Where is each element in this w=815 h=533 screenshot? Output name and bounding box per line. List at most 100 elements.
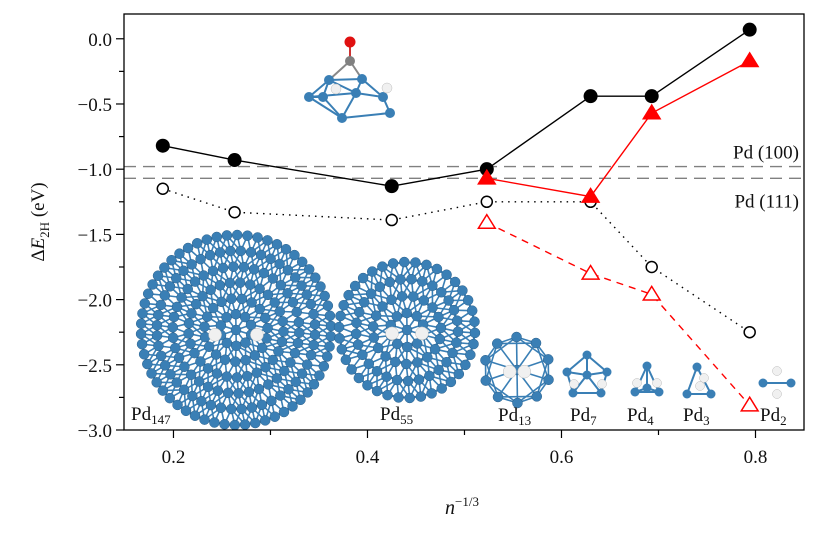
pd-atom — [304, 264, 314, 274]
y-axis-label: ΔE2H (eV) — [28, 182, 52, 261]
pd-atom — [179, 385, 189, 395]
pd-atom — [444, 296, 454, 306]
pd-atom — [156, 351, 166, 361]
pd-atom — [212, 369, 222, 379]
pd-atom — [183, 243, 193, 253]
h-atom — [518, 365, 531, 378]
pd-atom — [172, 302, 182, 312]
h-atom — [773, 367, 782, 376]
y-tick-label: −0.5 — [78, 95, 112, 116]
pd-atom — [241, 355, 251, 365]
pd-atom — [315, 282, 325, 292]
pd147-cluster — [136, 230, 336, 430]
pd-atom — [693, 363, 702, 372]
pd-atom — [347, 364, 357, 374]
pd-atom — [263, 290, 273, 300]
pd-atom — [266, 396, 276, 406]
pd-atom — [399, 257, 409, 267]
pd-atom — [257, 400, 267, 410]
pd-atom — [231, 325, 241, 335]
pd-atom — [223, 388, 233, 398]
label-subscript: 2 — [780, 413, 787, 428]
pd-atom — [277, 337, 287, 347]
pd-atom — [183, 284, 193, 294]
pd-atom — [192, 238, 202, 248]
pd-atom — [208, 266, 218, 276]
pd-atom — [209, 418, 219, 428]
pd-atom — [457, 286, 467, 296]
pd-atom — [448, 348, 458, 358]
pd-atom — [281, 244, 291, 254]
pd-atom — [452, 316, 462, 326]
x-tick-label: 0.2 — [162, 447, 186, 468]
pd-atom — [270, 298, 280, 308]
pd-atom — [470, 328, 480, 338]
pd-atom — [325, 311, 335, 321]
pd-atom — [196, 396, 206, 406]
pd-atom — [278, 327, 288, 337]
pd-atom — [168, 322, 178, 332]
pd-atom — [643, 384, 652, 393]
pd-atom — [217, 297, 227, 307]
pd-atom — [401, 359, 411, 369]
pd-atom — [212, 232, 222, 242]
pd-atom — [414, 375, 424, 385]
pd-atom — [136, 329, 146, 339]
cluster-label-pd55: Pd55 — [380, 404, 413, 427]
pd-atom — [416, 392, 426, 402]
pd-atom — [231, 309, 241, 319]
pd-atom — [165, 369, 175, 379]
pd-atom — [215, 247, 225, 257]
pd-atom — [143, 289, 153, 299]
pd-atom — [532, 391, 542, 401]
pd-atom — [436, 287, 446, 297]
x-tick-label: 0.4 — [356, 447, 380, 468]
pd-atom — [165, 281, 175, 291]
pd-atom — [449, 305, 459, 315]
pd-atom — [213, 386, 223, 396]
pd-atom — [205, 250, 215, 260]
h-atom — [633, 379, 642, 388]
pd55-cluster — [334, 257, 480, 403]
pd-atom — [181, 406, 191, 416]
pd-atom — [230, 357, 240, 367]
y-tick-label: 0.0 — [88, 30, 112, 51]
pd7-cluster — [563, 351, 612, 398]
pd-atom — [378, 92, 388, 102]
pd-atom — [512, 332, 522, 342]
pd-atom — [454, 369, 464, 379]
data-point — [645, 89, 659, 103]
pd-atom — [147, 368, 157, 378]
pd-atom — [288, 401, 298, 411]
label-subscript: 55 — [400, 412, 413, 427]
label-subscript: 4 — [647, 413, 654, 428]
pd-atom — [310, 273, 320, 283]
h-atom — [386, 327, 399, 340]
pd-atom — [350, 281, 360, 291]
pd-atom — [450, 277, 460, 287]
cluster-label-pd7: Pd7 — [570, 405, 597, 428]
label-base: Pd — [570, 405, 591, 426]
pd-atom — [707, 390, 716, 399]
data-point — [481, 196, 492, 207]
pd-atom — [152, 320, 162, 330]
pd-atom — [168, 333, 178, 343]
h-atom — [653, 379, 662, 388]
pd-atom — [272, 239, 282, 249]
pd-atom — [173, 400, 183, 410]
pd-atom — [442, 357, 452, 367]
pd-atom — [293, 338, 303, 348]
pd-atom — [225, 246, 235, 256]
pd-atom — [597, 389, 606, 398]
data-point — [741, 397, 758, 411]
pd-atom — [412, 339, 422, 349]
pd-atom — [412, 311, 422, 321]
pd-atom — [220, 355, 230, 365]
label-base: Pd — [498, 405, 519, 426]
pd-atom — [406, 274, 416, 284]
pd-atom — [232, 372, 242, 382]
pd-atom — [408, 292, 418, 302]
pd-atom — [225, 278, 235, 288]
pd-atom — [195, 356, 205, 366]
pd-atom — [385, 277, 395, 287]
